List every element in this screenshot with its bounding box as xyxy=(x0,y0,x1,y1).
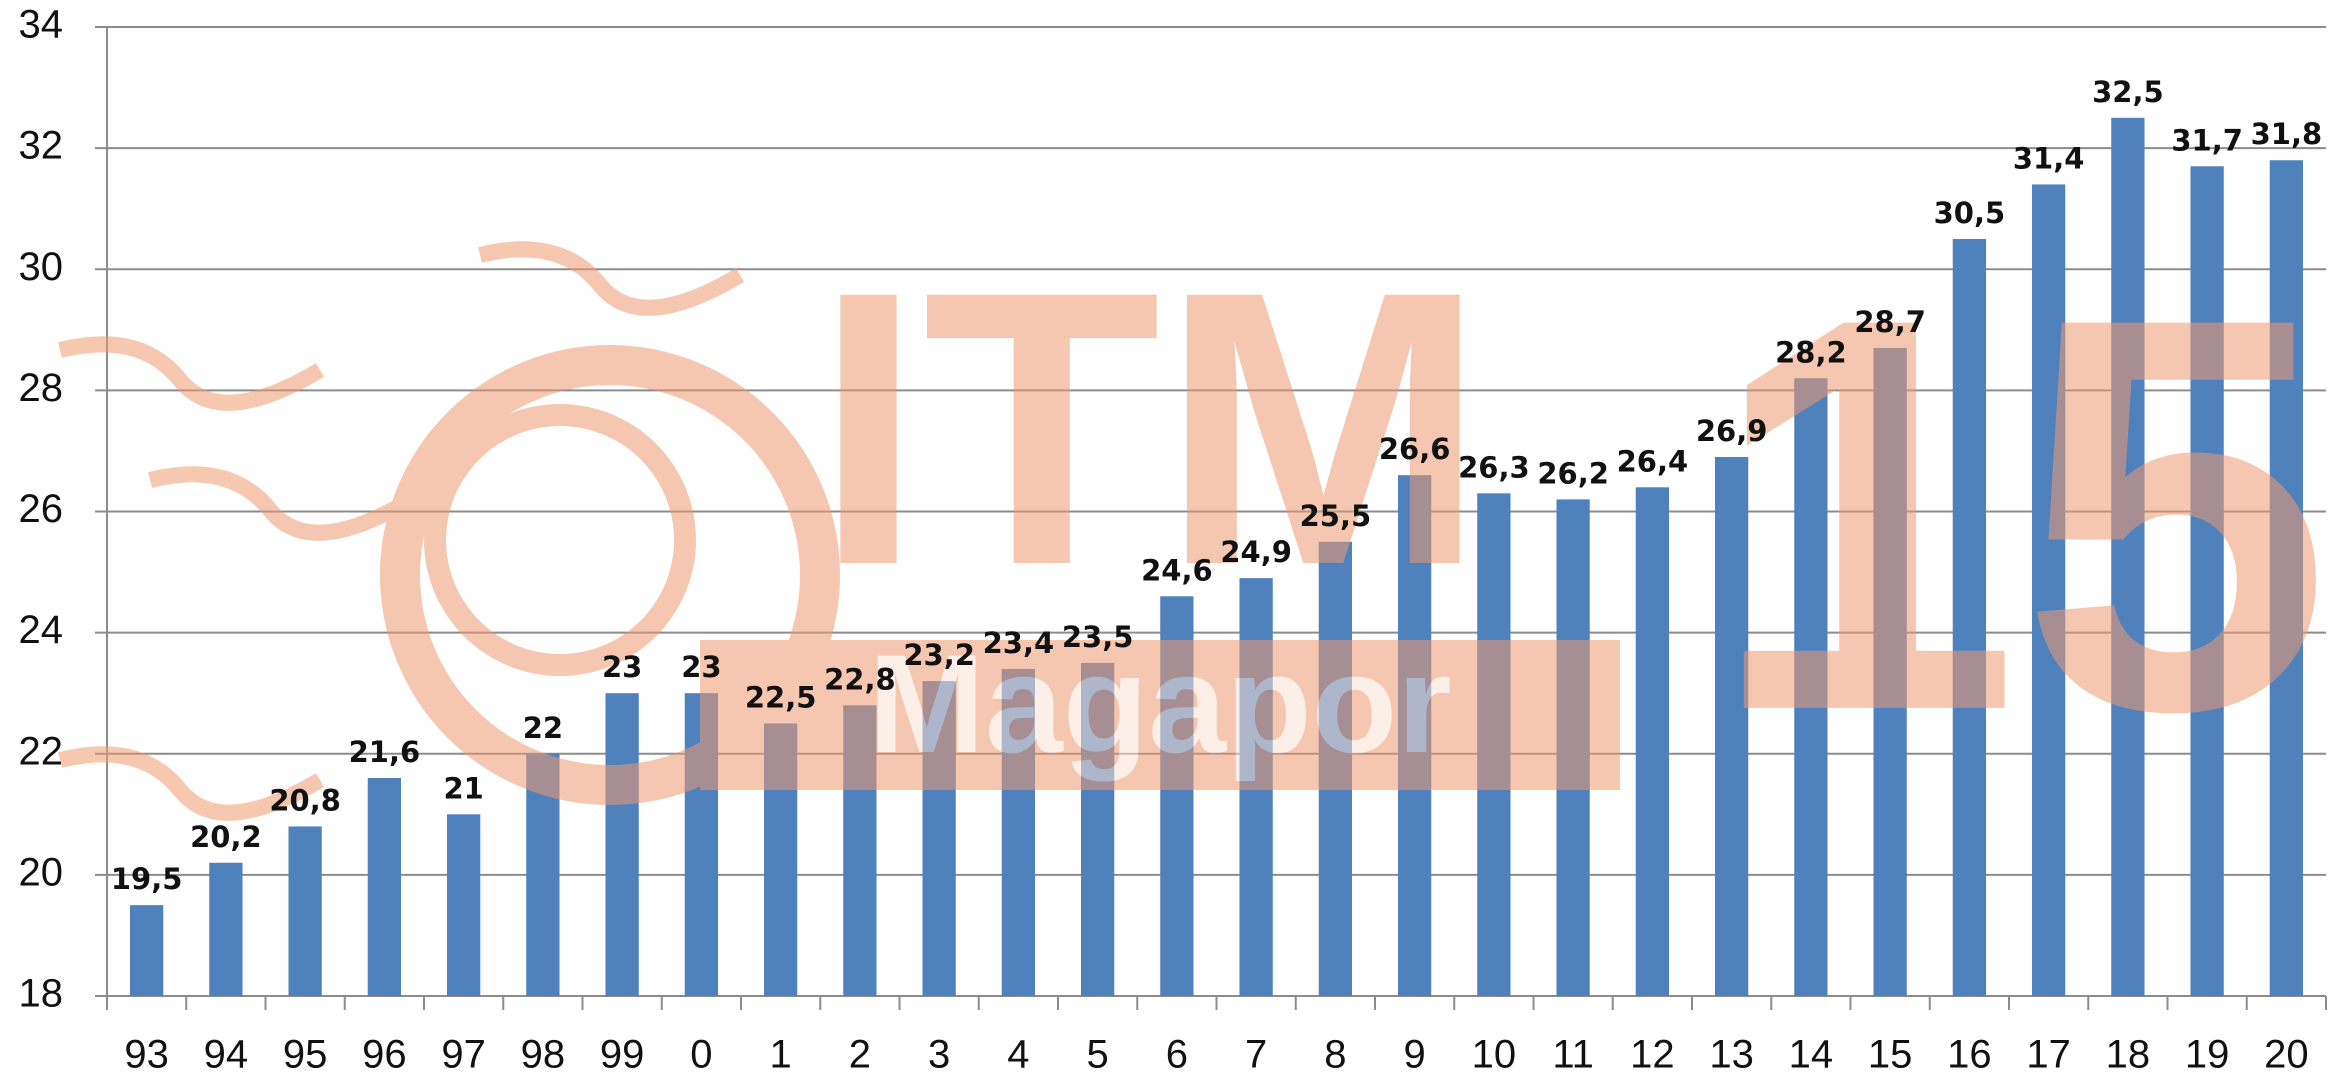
bar xyxy=(605,693,638,996)
x-tick-label: 3 xyxy=(928,1033,950,1077)
x-tick-label: 95 xyxy=(283,1033,328,1077)
value-label: 21 xyxy=(443,771,483,805)
value-label: 23,2 xyxy=(903,638,975,672)
x-tick-label: 2 xyxy=(849,1033,871,1077)
x-tick-label: 5 xyxy=(1087,1033,1109,1077)
x-tick-label: 19 xyxy=(2185,1033,2230,1077)
x-tick-label: 14 xyxy=(1789,1033,1834,1077)
watermark: ITM 15 Magapor xyxy=(60,201,2331,827)
bar xyxy=(1636,487,1669,996)
value-label: 21,6 xyxy=(349,735,421,769)
watermark-text: 15 xyxy=(1709,201,2332,827)
value-label: 24,9 xyxy=(1220,535,1292,569)
x-tick-label: 11 xyxy=(1552,1033,1594,1077)
value-label: 31,8 xyxy=(2251,117,2323,151)
value-label: 20,2 xyxy=(190,820,262,854)
value-label: 26,4 xyxy=(1617,444,1689,478)
x-tick-label: 6 xyxy=(1166,1033,1188,1077)
x-tick-label: 16 xyxy=(1947,1033,1992,1077)
y-tick-label: 20 xyxy=(19,850,64,894)
x-tick-label: 99 xyxy=(600,1033,645,1077)
value-label: 22 xyxy=(523,711,563,745)
value-label: 26,3 xyxy=(1458,450,1530,484)
x-tick-label: 93 xyxy=(124,1033,169,1077)
y-tick-label: 28 xyxy=(19,366,64,410)
x-tick-label: 17 xyxy=(2026,1033,2071,1077)
x-tick-label: 12 xyxy=(1630,1033,1675,1077)
value-label: 28,7 xyxy=(1854,305,1926,339)
bar xyxy=(288,826,321,996)
value-label: 23,5 xyxy=(1062,620,1134,654)
y-tick-label: 34 xyxy=(19,3,64,47)
x-tick-label: 7 xyxy=(1245,1033,1267,1077)
value-label: 22,5 xyxy=(745,680,817,714)
bar xyxy=(447,814,480,996)
value-label: 31,7 xyxy=(2171,123,2243,157)
x-tick-label: 94 xyxy=(204,1033,249,1077)
x-tick-label: 15 xyxy=(1868,1033,1913,1077)
y-tick-label: 30 xyxy=(19,245,64,289)
x-tick-label: 10 xyxy=(1472,1033,1517,1077)
value-label: 31,4 xyxy=(2013,141,2085,175)
x-tick-label: 9 xyxy=(1404,1033,1426,1077)
x-tick-label: 8 xyxy=(1324,1033,1346,1077)
x-tick-label: 13 xyxy=(1709,1033,1754,1077)
x-tick-label: 98 xyxy=(521,1033,566,1077)
bar xyxy=(209,863,242,996)
value-label: 24,6 xyxy=(1141,553,1213,587)
x-tick-label: 20 xyxy=(2264,1033,2309,1077)
x-tick-label: 97 xyxy=(441,1033,486,1077)
value-label: 32,5 xyxy=(2092,75,2164,109)
x-tick-label: 96 xyxy=(362,1033,407,1077)
value-label: 19,5 xyxy=(111,862,183,896)
y-tick-label: 18 xyxy=(19,972,64,1016)
value-label: 25,5 xyxy=(1300,499,1372,533)
bar xyxy=(368,778,401,996)
value-label: 26,2 xyxy=(1537,456,1609,490)
value-label: 23 xyxy=(681,650,721,684)
value-label: 26,6 xyxy=(1379,432,1451,466)
y-tick-label: 32 xyxy=(19,124,64,168)
bar xyxy=(130,905,163,996)
value-label: 26,9 xyxy=(1696,414,1768,448)
value-label: 30,5 xyxy=(1934,196,2006,230)
x-tick-label: 0 xyxy=(690,1033,712,1077)
value-label: 23 xyxy=(602,650,642,684)
y-tick-label: 26 xyxy=(19,487,64,531)
x-tick-label: 4 xyxy=(1007,1033,1029,1077)
y-tick-label: 22 xyxy=(19,729,64,773)
x-tick-label: 1 xyxy=(770,1033,792,1077)
chart: 1820222426283032349394959697989901234567… xyxy=(0,0,2341,1079)
x-tick-label: 18 xyxy=(2106,1033,2151,1077)
y-tick-label: 24 xyxy=(19,608,64,652)
value-label: 28,2 xyxy=(1775,335,1847,369)
value-label: 20,8 xyxy=(269,783,341,817)
value-label: 22,8 xyxy=(824,662,896,696)
value-label: 23,4 xyxy=(983,626,1055,660)
